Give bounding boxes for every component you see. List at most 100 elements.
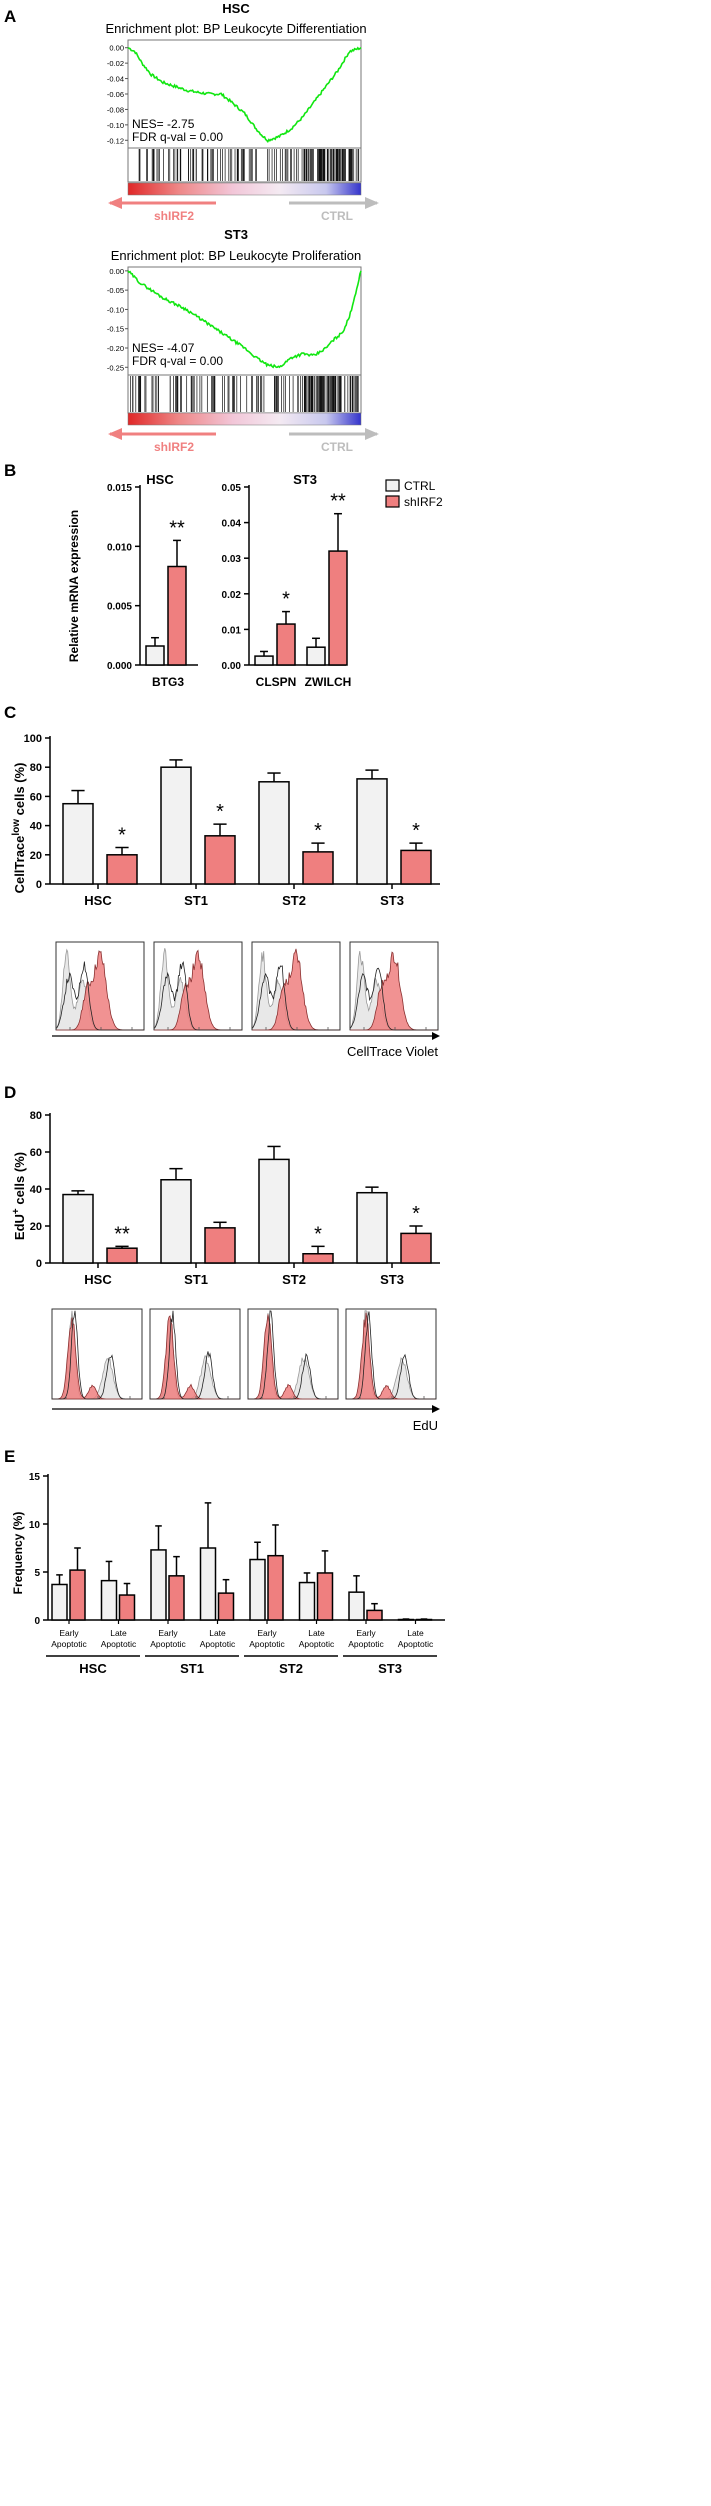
panel-e-sublabel-top: Early [59, 1628, 79, 1638]
panel-d-axis-arrowhead [432, 1405, 440, 1413]
panel-e-sublabel-bottom: Apoptotic [51, 1639, 87, 1649]
panel-d-bar-shirf2 [204, 1227, 236, 1264]
panel-d-histogram-1 [51, 1308, 143, 1400]
panel-b-st3-bar-shirf2 [328, 550, 348, 666]
panel-d-histogram-4 [345, 1308, 437, 1400]
panel-e-sublabel-bottom: Apoptotic [101, 1639, 137, 1649]
gsea-st3-ytick-label: 0.00 [109, 267, 124, 276]
gsea-hsc-title: Enrichment plot: BP Leukocyte Differenti… [105, 21, 366, 36]
panel-e-ytick-label: 15 [29, 1472, 41, 1483]
panel-c-significance: * [216, 801, 224, 823]
panel-d-ytick-label: 40 [30, 1184, 42, 1196]
panel-b-hsc-bar-shirf2 [167, 565, 187, 666]
panel-b-st3-bar-ctrl [254, 655, 274, 666]
panel-d-histogram-3 [247, 1308, 339, 1400]
panel-d-bar-ctrl [356, 1191, 388, 1264]
gsea-st3-hits [130, 376, 359, 412]
gsea-hsc-ytick-label: -0.08 [107, 105, 124, 114]
panel-e-sublabel-top: Early [356, 1628, 376, 1638]
panel-letter-c: C [4, 703, 16, 722]
panel-e-sublabel-top: Late [407, 1628, 424, 1638]
panel-e-group-label-hsc: HSC [79, 1661, 107, 1676]
panel-b-st3-ytick-label: 0.02 [222, 590, 242, 601]
panel-e-sublabel-top: Late [308, 1628, 325, 1638]
gsea-hsc-rank-bar [127, 182, 362, 196]
panel-d-significance: ** [114, 1223, 130, 1245]
gsea-st3-ytick-label: -0.20 [107, 344, 124, 353]
gsea-hsc-shirf2-label: shIRF2 [154, 209, 194, 223]
panel-letter-e: E [4, 1447, 15, 1466]
panel-b-st3-ytick-label: 0.01 [222, 625, 242, 636]
panel-e-sublabel-top: Early [257, 1628, 277, 1638]
panel-e-bar-shirf2 [267, 1554, 284, 1621]
gsea-st3-ctrl-label: CTRL [321, 440, 353, 454]
panel-d-bar-ctrl [62, 1193, 94, 1264]
panel-d-histogram-2-ctrl-outline [150, 1310, 240, 1400]
panel-e-bar-shirf2 [118, 1594, 136, 1621]
gsea-hsc-hits [138, 149, 360, 181]
panel-c-histogram-4 [349, 941, 439, 1031]
panel-b-st3-ytick-label: 0.03 [222, 554, 242, 565]
panel-e-bar-ctrl [100, 1579, 118, 1621]
panel-c-histogram-3 [251, 941, 341, 1031]
panel-d-histogram-1-ctrl-outline [52, 1310, 142, 1400]
panel-b-st3-bar-shirf2 [276, 623, 296, 666]
gsea-st3-ytick-label: -0.05 [107, 286, 124, 295]
gsea-st3-title: Enrichment plot: BP Leukocyte Proliferat… [111, 248, 362, 263]
panel-c-xlabel-st1: ST1 [184, 893, 208, 908]
panel-c-ytick-label: 40 [30, 821, 42, 833]
legend-shirf2-swatch [385, 495, 400, 508]
gsea-hsc-shirf2-arrow [108, 197, 216, 209]
panel-e-bar-ctrl [348, 1591, 365, 1621]
panel-d-ylabel-sup: + [11, 1208, 22, 1214]
panel-e-bar-ctrl [150, 1549, 167, 1621]
panel-c-bar-ctrl [258, 781, 290, 885]
gsea-hsc-ctrl-arrow [289, 197, 379, 209]
panel-d-bar-ctrl [258, 1158, 290, 1264]
panel-e-bar-ctrl [199, 1547, 217, 1621]
gsea-st3-ytick-label: -0.15 [107, 325, 124, 334]
panel-e-sublabel-top: Late [110, 1628, 127, 1638]
gsea-st3-ytick-label: -0.25 [107, 363, 124, 372]
panel-e-bar-shirf2 [316, 1572, 334, 1621]
gsea-hsc-nes: NES= -2.75 [132, 117, 195, 131]
panel-e-sublabel-bottom: Apoptotic [200, 1639, 236, 1649]
panel-b-st3-title: ST3 [293, 472, 317, 487]
panel-c-ytick-label: 80 [30, 762, 42, 774]
panel-b-st3-ytick-label: 0.00 [222, 661, 242, 672]
panel-c-xaxis-label: CellTrace Violet [347, 1044, 438, 1059]
legend-ctrl-swatch [385, 479, 400, 492]
panel-c-histogram-4-ctrl-outline [349, 967, 438, 1031]
gsea-st3-ctrl-arrow-head [365, 428, 379, 440]
panel-e-sublabel-top: Early [158, 1628, 178, 1638]
panel-e-group-label-st3: ST3 [378, 1661, 402, 1676]
panel-e-bar-shirf2 [69, 1569, 86, 1621]
panel-letter-d: D [4, 1083, 16, 1102]
panel-e-ytick-label: 0 [34, 1616, 40, 1627]
panel-e-ytick-label: 10 [29, 1520, 41, 1531]
gsea-st3-nes: NES= -4.07 [132, 341, 195, 355]
gsea-hsc-shirf2-arrow-head [108, 197, 122, 209]
panel-d-significance: * [314, 1223, 322, 1245]
panel-d-bar-ctrl [160, 1179, 192, 1264]
panel-b-gene-btg3: BTG3 [152, 675, 184, 689]
panel-c-histogram-1-ctrl-outline [55, 961, 144, 1031]
gsea-st3-shirf2-arrow-head [108, 428, 122, 440]
panel-c-significance: * [412, 820, 420, 842]
panel-b-st3-significance: * [282, 589, 290, 611]
gsea-hsc-ytick-label: 0.00 [109, 44, 124, 53]
panel-e-bar-ctrl [249, 1558, 266, 1621]
panel-d-histogram-3-ctrl-outline [248, 1310, 338, 1400]
panel-c-ytick-label: 20 [30, 850, 42, 862]
panel-b-gene-zwilch: ZWILCH [305, 675, 352, 689]
panel-c-ylabel: CellTracelow cells (%) [11, 763, 27, 894]
panel-b-ylabel: Relative mRNA expression [67, 510, 81, 662]
gsea-hsc-ytick-label: -0.06 [107, 90, 124, 99]
panel-b-hsc-ytick-label: 0.005 [107, 602, 132, 613]
panel-e-ytick-label: 5 [34, 1568, 40, 1579]
panel-c-xlabel-st3: ST3 [380, 893, 404, 908]
panel-d-ytick-label: 20 [30, 1221, 42, 1233]
panel-b-hsc-significance: ** [169, 517, 185, 539]
gsea-hsc-ytick-label: -0.10 [107, 121, 124, 130]
panel-b-hsc-ytick-label: 0.015 [107, 483, 132, 494]
